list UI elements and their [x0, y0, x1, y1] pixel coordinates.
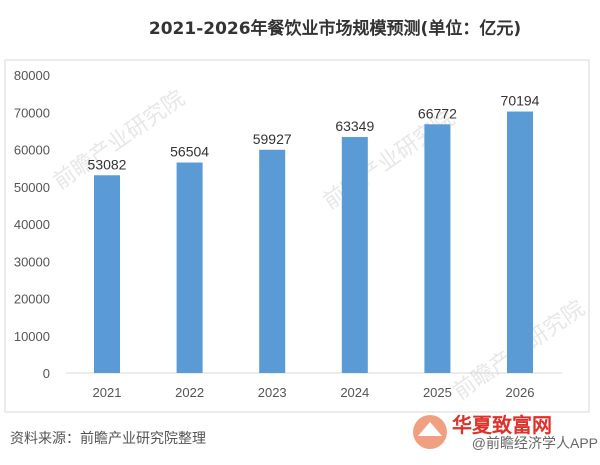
- y-tick-label: 50000: [14, 180, 50, 195]
- app-watermark: @前瞻经济学人APP: [472, 435, 598, 451]
- y-tick-label: 70000: [14, 105, 50, 120]
- source-note: 资料来源：前瞻产业研究院整理: [10, 430, 206, 447]
- data-label: 63349: [335, 118, 374, 134]
- chart-title: 2021-2026年餐饮业市场规模预测(单位：亿元): [149, 18, 521, 39]
- x-tick-label: 2026: [506, 385, 535, 400]
- x-tick-label: 2021: [93, 385, 122, 400]
- bar-2022: [176, 162, 203, 373]
- bar-2026: [507, 111, 533, 374]
- bar-2025: [424, 124, 451, 374]
- bar-2023: [259, 149, 286, 373]
- data-label: 70194: [501, 93, 540, 109]
- bar-2021: [94, 175, 120, 373]
- x-tick-label: 2022: [175, 385, 204, 400]
- data-label: 59927: [253, 131, 292, 147]
- x-tick-label: 2025: [423, 385, 452, 400]
- y-tick-label: 20000: [14, 292, 50, 307]
- data-label: 56504: [170, 144, 209, 160]
- data-label: 53082: [88, 156, 127, 172]
- y-tick-label: 10000: [14, 329, 50, 344]
- y-tick-label: 40000: [14, 217, 50, 232]
- y-tick-label: 0: [43, 366, 50, 381]
- brand-watermark: 华夏致富网 @前瞻经济学人APP: [413, 413, 598, 451]
- x-tick-label: 2023: [258, 385, 287, 400]
- brand-text: 华夏致富网: [452, 413, 552, 437]
- data-label: 66772: [418, 105, 457, 121]
- y-tick-label: 80000: [14, 68, 50, 83]
- y-tick-label: 30000: [14, 254, 50, 269]
- y-tick-label: 60000: [14, 143, 50, 158]
- x-tick-label: 2024: [340, 385, 369, 400]
- bar-2024: [341, 137, 368, 373]
